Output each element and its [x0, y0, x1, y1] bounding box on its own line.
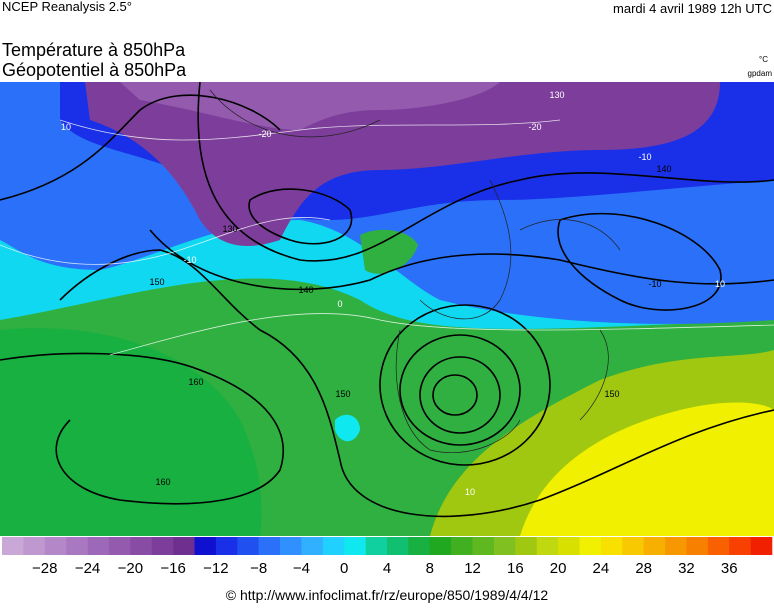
contour-label: -20	[528, 122, 541, 132]
contour-label: -20	[258, 129, 271, 139]
contour-label: 160	[188, 377, 203, 387]
contour-label: 140	[298, 285, 313, 295]
contour-label: -10	[648, 279, 661, 289]
unit: °C	[759, 55, 768, 64]
colorbar-swatch	[301, 537, 324, 555]
colorbar-swatch	[215, 537, 238, 555]
title: Géopotentiel à 850hPa	[2, 60, 187, 80]
colorbar-label: 8	[426, 560, 434, 577]
colorbar-label: 32	[678, 560, 695, 577]
colorbar-label: 4	[383, 560, 391, 577]
colorbar-swatch	[729, 537, 751, 555]
colorbar-swatch	[194, 537, 217, 555]
colorbar-swatch	[44, 537, 67, 555]
source: NCEP Reanalysis 2.5°	[2, 0, 132, 14]
colorbar-label: −12	[203, 560, 228, 577]
unit: gpdam	[748, 69, 773, 78]
colorbar-swatch	[429, 537, 452, 555]
colorbar-swatch	[258, 537, 281, 555]
colorbar-swatch	[493, 537, 516, 555]
colorbar-swatch	[344, 537, 366, 555]
colorbar-swatch	[23, 537, 46, 555]
colorbar-label: −24	[75, 560, 100, 577]
contour-label: 150	[604, 389, 619, 399]
colorbar-swatch	[707, 537, 730, 555]
credit: © http://www.infoclimat.fr/rz/europe/850…	[226, 587, 549, 603]
contour-label: 130	[222, 224, 237, 234]
colorbar-swatch	[365, 537, 388, 555]
contour-labels: 10 -20 -20 130 130 -10 140 -10 140 0 150 -10 10 160 15…	[61, 90, 725, 497]
colorbar-label: −16	[160, 560, 185, 577]
colorbar-label: 20	[550, 560, 567, 577]
contour-label: 150	[335, 389, 350, 399]
colorbar-swatch	[536, 537, 559, 555]
contour-label: 0	[337, 299, 342, 309]
colorbar-swatch	[750, 537, 773, 555]
title: Température à 850hPa	[2, 40, 186, 60]
colorbar-swatch	[108, 537, 131, 555]
contour-label: 10	[61, 122, 71, 132]
contour-label: 130	[549, 90, 564, 100]
colorbar-swatch	[686, 537, 709, 555]
colorbar-swatch	[66, 537, 88, 555]
colorbar-swatch	[472, 537, 495, 555]
date: mardi 4 avril 1989 12h UTC	[613, 1, 772, 16]
colorbar-swatch	[558, 537, 580, 555]
contour-label: -10	[183, 255, 196, 265]
colorbar-swatch	[622, 537, 644, 555]
contour-label: 150	[149, 277, 164, 287]
colorbar-label: −4	[293, 560, 310, 577]
colorbar-swatch	[237, 537, 259, 555]
colorbar-swatch	[408, 537, 431, 555]
colorbar-label: −28	[32, 560, 57, 577]
colorbar-label: −20	[118, 560, 143, 577]
contour-label: 10	[465, 487, 475, 497]
contour-label: 140	[656, 164, 671, 174]
contour-label: 160	[155, 477, 170, 487]
map	[0, 82, 774, 536]
colorbar-swatch	[151, 537, 174, 555]
colorbar-swatch	[579, 537, 602, 555]
colorbar-label: 16	[507, 560, 524, 577]
colorbar-swatch	[322, 537, 345, 555]
colorbar-label: 0	[340, 560, 348, 577]
colorbar: −28 −24 −20 −16 −12 −8 −4 0 4 8 12 16 20 24 28 32 36	[2, 537, 773, 577]
colorbar-label: −8	[250, 560, 267, 577]
contour-label: 10	[715, 279, 725, 289]
colorbar-label: 24	[593, 560, 610, 577]
colorbar-swatch	[2, 537, 24, 555]
colorbar-swatch	[600, 537, 623, 555]
colorbar-swatch	[87, 537, 110, 555]
colorbar-swatch	[173, 537, 195, 555]
colorbar-label: 28	[635, 560, 652, 577]
colorbar-swatch	[387, 537, 409, 555]
colorbar-label: 36	[721, 560, 738, 577]
colorbar-swatch	[451, 537, 473, 555]
contour-label: -10	[638, 152, 651, 162]
colorbar-label: 12	[464, 560, 481, 577]
colorbar-swatch	[665, 537, 687, 555]
colorbar-swatch	[515, 537, 538, 555]
colorbar-swatch	[130, 537, 153, 555]
colorbar-swatch	[280, 537, 302, 555]
colorbar-swatch	[643, 537, 666, 555]
